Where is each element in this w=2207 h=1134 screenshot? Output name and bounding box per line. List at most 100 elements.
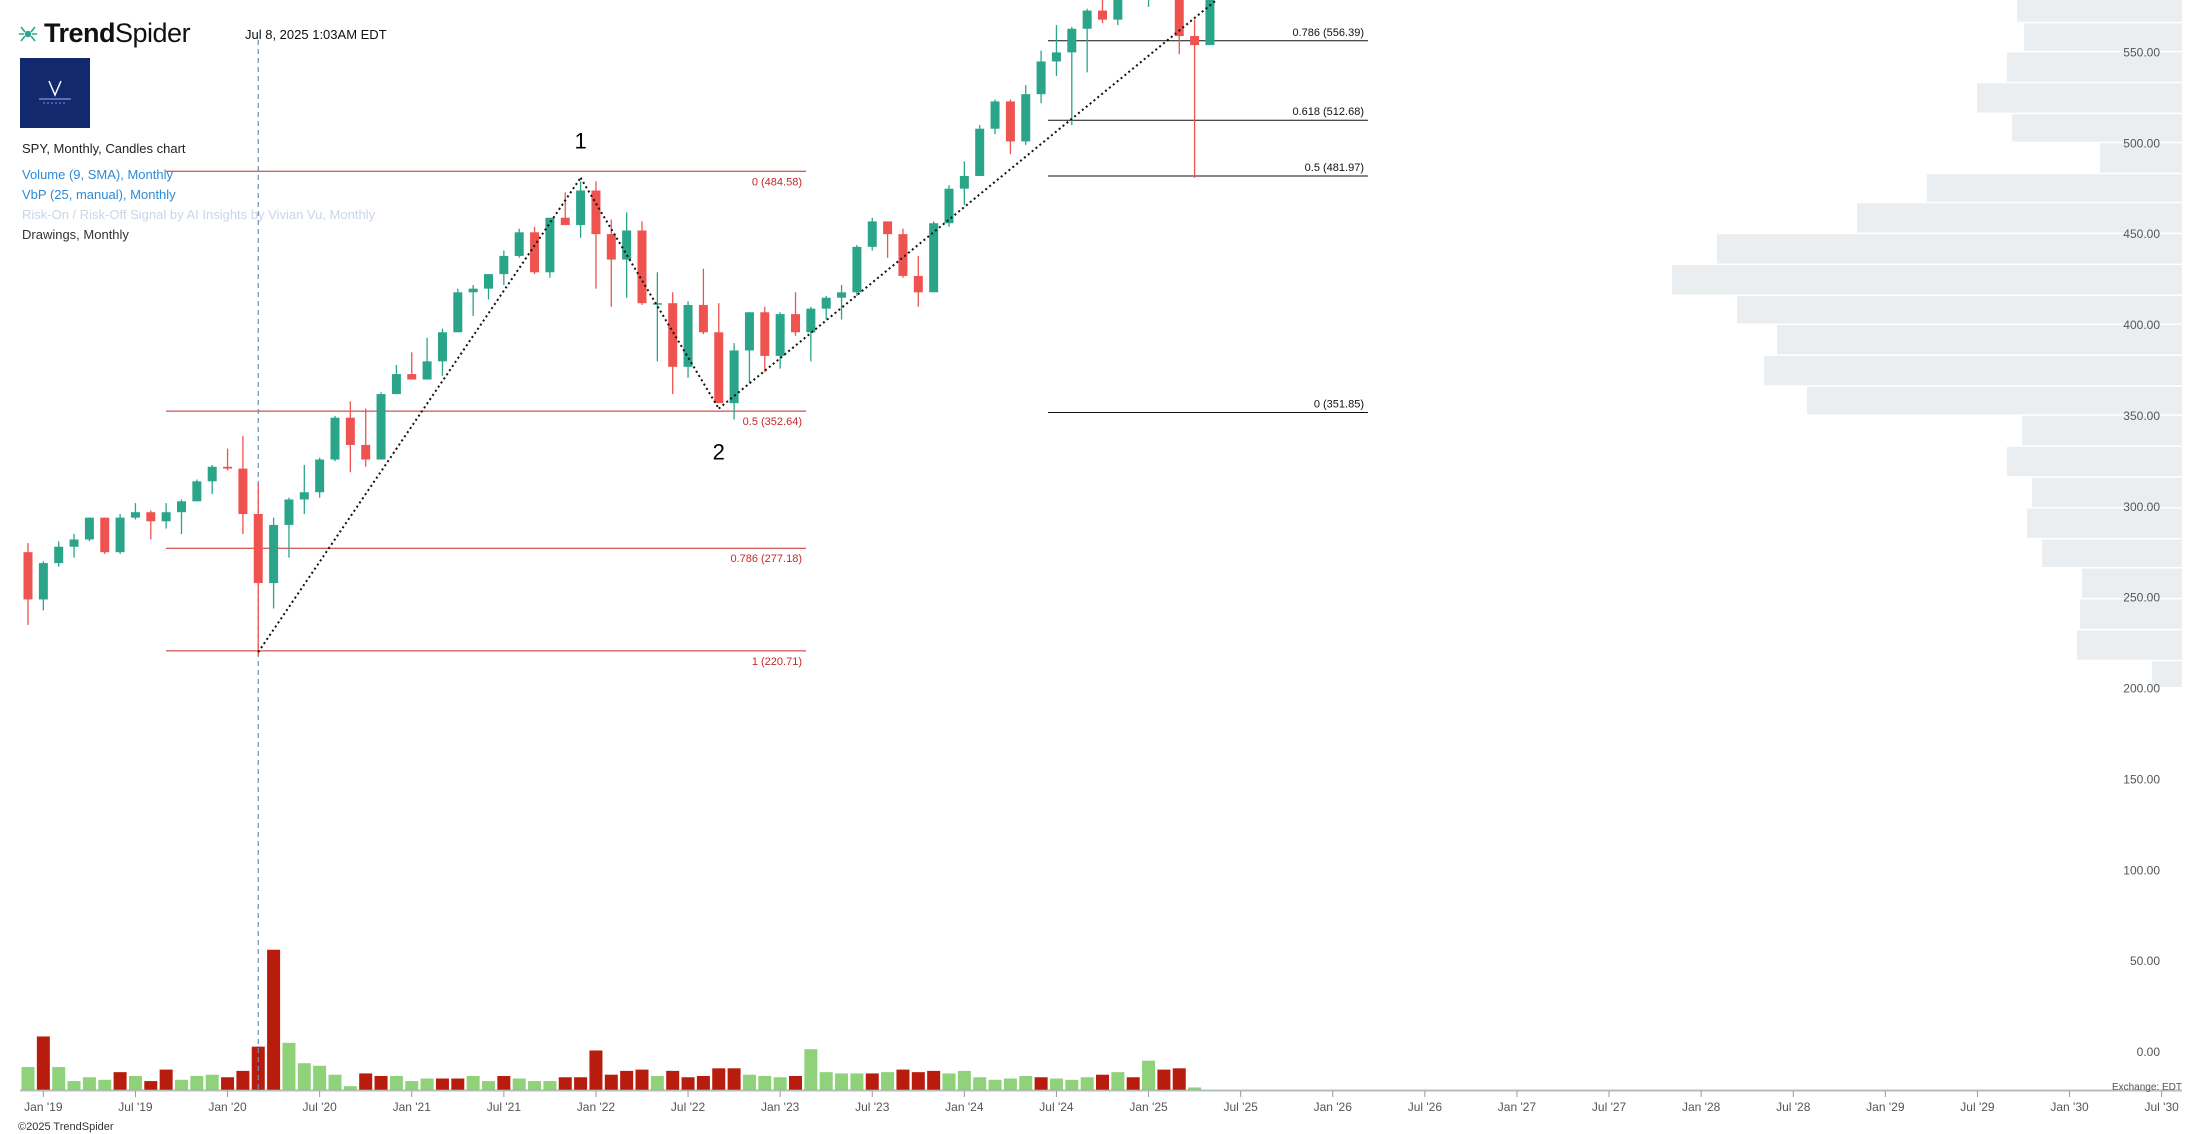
- volume-bar: [98, 1079, 112, 1090]
- candle-body: [929, 223, 939, 293]
- candle-body: [391, 374, 401, 395]
- candle-body: [606, 234, 616, 260]
- volume-bar: [819, 1072, 833, 1090]
- x-tick-label: Jan '29: [1866, 1100, 1905, 1114]
- brand-name: TrendSpider: [44, 18, 191, 48]
- candle-body: [683, 305, 693, 367]
- y-tick-label: 350.00: [2123, 409, 2160, 423]
- candle-body: [591, 190, 601, 235]
- x-tick-label: Jul '22: [671, 1100, 706, 1114]
- x-tick-label: Jan '24: [945, 1100, 984, 1114]
- vbp-bar: [2007, 52, 2182, 82]
- candle-body: [775, 314, 785, 356]
- candle-body: [54, 546, 64, 564]
- volume-bar: [313, 1065, 327, 1090]
- volume-bar: [405, 1081, 419, 1090]
- y-axis: 750.00700.00650.00600.00550.00500.00450.…: [2123, 45, 2161, 1059]
- candle-body: [913, 275, 923, 293]
- x-tick-label: Jan '22: [577, 1100, 616, 1114]
- x-tick-label: Jul '24: [1039, 1100, 1074, 1114]
- candle-body: [760, 312, 770, 356]
- candle-body: [345, 417, 355, 445]
- x-tick-label: Jan '23: [761, 1100, 800, 1114]
- volume-bar: [773, 1077, 787, 1090]
- candle-body: [146, 512, 156, 522]
- volume-indicator-label[interactable]: Volume (9, SMA), Monthly: [22, 167, 173, 182]
- candle-body: [437, 332, 447, 362]
- candle-body: [652, 303, 662, 305]
- fib-level-label: 0 (484.58): [752, 176, 802, 188]
- volume-bar: [727, 1068, 741, 1090]
- copyright: ©2025 TrendSpider: [18, 1121, 114, 1133]
- volume-bar: [1065, 1079, 1079, 1090]
- volume-bar: [742, 1074, 756, 1090]
- volume-by-price-bars: [1672, 0, 2182, 687]
- volume-bar: [343, 1086, 357, 1090]
- x-tick-label: Jan '27: [1498, 1100, 1537, 1114]
- candle-body: [453, 292, 463, 333]
- candle-body: [975, 128, 985, 176]
- volume-bar: [1080, 1077, 1094, 1090]
- candle-body: [100, 517, 110, 553]
- candle-body: [898, 234, 908, 276]
- candle-body: [330, 417, 340, 460]
- risk-indicator-label[interactable]: Risk-On / Risk-Off Signal by AI Insights…: [22, 207, 376, 222]
- candle-body: [468, 288, 478, 293]
- x-tick-label: Jul '26: [1408, 1100, 1443, 1114]
- candle-body: [69, 539, 79, 547]
- vbp-bar: [2077, 630, 2182, 660]
- x-tick-label: Jan '25: [1129, 1100, 1168, 1114]
- fib-extension-label: 0 (351.85): [1314, 399, 1364, 411]
- volume-bar: [1034, 1077, 1048, 1090]
- y-tick-label: 400.00: [2123, 318, 2160, 332]
- volume-bar: [190, 1075, 204, 1090]
- candle-body: [1174, 0, 1184, 37]
- volume-bar: [466, 1075, 480, 1090]
- volume-bar: [604, 1074, 618, 1090]
- fibonacci-levels: 0 (484.58) 0.5 (352.64) 0.786 (277.18) 1 (2…: [166, 27, 1368, 668]
- volume-bar: [988, 1079, 1002, 1090]
- volume-bar: [435, 1078, 449, 1090]
- vbp-bar: [2007, 446, 2182, 477]
- candle-body: [1036, 61, 1046, 95]
- candle-body: [38, 563, 48, 600]
- volume-bar: [1172, 1068, 1186, 1090]
- candle-body: [944, 188, 954, 224]
- candle-body: [284, 499, 294, 525]
- vbp-bar: [1672, 265, 2182, 295]
- y-tick-label: 500.00: [2123, 136, 2160, 150]
- volume-bar: [942, 1073, 956, 1090]
- vbp-indicator-label[interactable]: VbP (25, manual), Monthly: [22, 187, 176, 202]
- volume-bar: [175, 1079, 188, 1090]
- x-tick-label: Jan '20: [208, 1100, 247, 1114]
- volume-bar: [1126, 1077, 1140, 1090]
- y-tick-label: 0.00: [2137, 1045, 2161, 1059]
- wave-line: [579, 177, 720, 410]
- avatar[interactable]: [20, 58, 90, 128]
- drawings-label[interactable]: Drawings, Monthly: [22, 227, 129, 242]
- volume-bar: [543, 1081, 557, 1090]
- candle-body: [852, 246, 862, 293]
- x-tick-label: Jul '21: [487, 1100, 522, 1114]
- x-tick-label: Jul '20: [302, 1100, 337, 1114]
- volume-bar: [911, 1072, 925, 1090]
- candle-body: [1205, 0, 1215, 46]
- x-tick-label: Jan '26: [1314, 1100, 1353, 1114]
- volume-bar: [789, 1075, 802, 1090]
- volume-bar: [589, 1050, 603, 1090]
- volume-bar: [635, 1069, 649, 1090]
- volume-bar: [36, 1036, 50, 1090]
- vbp-bar: [2027, 508, 2182, 538]
- y-tick-label: 250.00: [2123, 591, 2160, 605]
- volume-bar: [1111, 1072, 1125, 1090]
- candle-body: [299, 492, 309, 500]
- volume-bar: [497, 1075, 511, 1090]
- x-tick-label: Jan '30: [2050, 1100, 2089, 1114]
- volume-bar: [236, 1070, 250, 1090]
- volume-bar: [282, 1042, 296, 1090]
- exchange-label: Exchange: EDT: [2112, 1082, 2182, 1093]
- candle-body: [161, 512, 171, 522]
- candle-body: [837, 292, 847, 298]
- candle-body: [729, 350, 739, 404]
